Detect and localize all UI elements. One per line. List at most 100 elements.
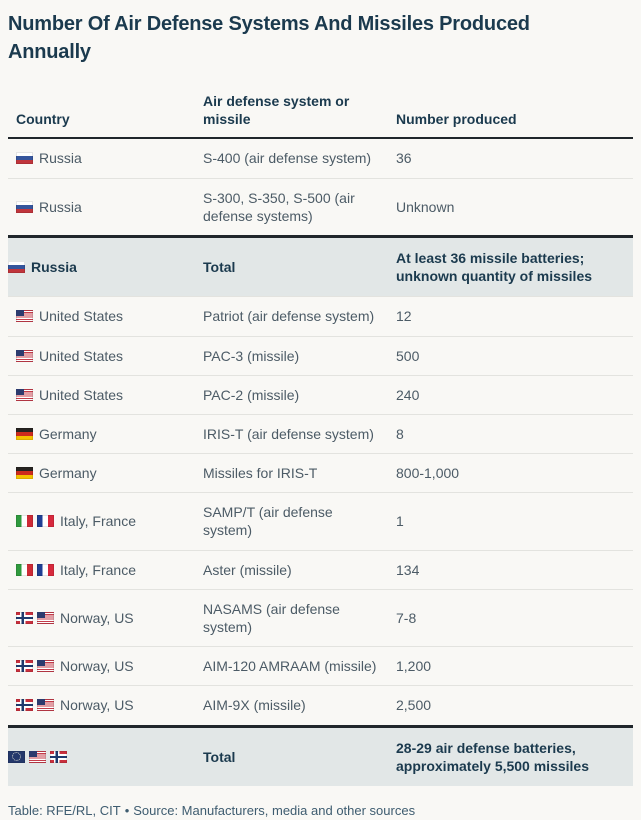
norway-flag-icon: [50, 750, 67, 763]
table-row: United States PAC-2 (missile) 240: [8, 374, 633, 414]
number-cell: At least 36 missile batteries; unknown q…: [396, 249, 593, 285]
norway-flag-icon: [16, 699, 33, 712]
number-cell: 36: [396, 150, 412, 167]
system-cell: PAC-2 (missile): [203, 386, 300, 403]
flag-group: [16, 612, 54, 624]
country-label: United States: [39, 386, 124, 403]
country-label: United States: [39, 347, 124, 364]
number-cell: 12: [396, 308, 412, 325]
table-row: United States PAC-3 (missile) 500: [8, 335, 633, 375]
country-label: Norway, US: [60, 697, 134, 714]
table-row: Germany Missiles for IRIS-T 800-1,000: [8, 453, 633, 492]
system-cell: AIM-120 AMRAAM (missile): [203, 658, 377, 675]
flag-group: [8, 750, 67, 763]
system-cell: Total: [203, 259, 236, 276]
country-cell: Italy, France: [8, 502, 203, 540]
country-cell: Norway, US: [8, 647, 203, 685]
us-flag-icon: [16, 310, 33, 323]
system-cell: AIM-9X (missile): [203, 697, 306, 714]
us-flag-icon: [37, 660, 54, 673]
russia-flag-icon: [16, 152, 33, 165]
table-row: Italy, France SAMP/T (air defense system…: [8, 492, 633, 549]
system-cell: SAMP/T (air defense system): [203, 504, 333, 539]
us-flag-icon: [37, 612, 54, 624]
system-cell: Total: [203, 748, 236, 765]
flag-group: [16, 699, 54, 712]
system-cell: NASAMS (air defense system): [203, 600, 340, 635]
us-flag-icon: [16, 349, 33, 362]
system-cell: Missiles for IRIS-T: [203, 465, 318, 482]
table-header-row: Country Air defense system or missile Nu…: [8, 92, 633, 140]
number-cell: 500: [396, 347, 420, 364]
number-cell: Unknown: [396, 198, 455, 215]
country-cell: United States: [8, 376, 203, 414]
table-row: Norway, US AIM-120 AMRAAM (missile) 1,20…: [8, 646, 633, 685]
country-label: Italy, France: [60, 561, 136, 578]
source-credit: Source: Manufacturers, media and other s…: [133, 802, 416, 818]
number-cell: 8: [396, 425, 404, 442]
flag-group: [16, 563, 54, 576]
page-title: Number Of Air Defense Systems And Missil…: [8, 13, 530, 63]
country-cell: [8, 740, 203, 774]
france-flag-icon: [37, 563, 54, 576]
flag-group: [8, 261, 25, 274]
country-cell: Italy, France: [8, 551, 203, 589]
number-cell: 28-29 air defense batteries, approximate…: [396, 739, 589, 774]
flag-group: [16, 200, 33, 213]
column-header-country: Country: [16, 111, 70, 128]
country-cell: United States: [8, 297, 203, 335]
total-row: Russia Total At least 36 missile batteri…: [8, 234, 633, 297]
number-cell: 240: [396, 386, 420, 403]
country-cell: United States: [8, 337, 203, 375]
number-cell: 7-8: [396, 609, 417, 626]
table-row: Russia S-300, S-350, S-500 (air defense …: [8, 177, 633, 235]
flag-group: [16, 515, 54, 528]
country-cell: Norway, US: [8, 599, 203, 637]
table-row: Norway, US AIM-9X (missile) 2,500: [8, 685, 633, 724]
number-cell: 2,500: [396, 697, 432, 714]
table-credit: Table: RFE/RL, CIT: [8, 802, 121, 818]
country-cell: Russia: [8, 188, 203, 226]
italy-flag-icon: [16, 515, 33, 528]
table-row: Germany IRIS-T (air defense system) 8: [8, 413, 633, 453]
system-cell: Patriot (air defense system): [203, 308, 375, 325]
system-cell: IRIS-T (air defense system): [203, 425, 374, 442]
country-label: United States: [39, 308, 124, 325]
country-cell: Germany: [8, 454, 203, 492]
us-flag-icon: [29, 750, 46, 763]
flag-group: [16, 349, 33, 362]
column-header-number: Number produced: [396, 111, 517, 128]
table-row: Norway, US NASAMS (air defense system) 7…: [8, 588, 633, 646]
country-label: Norway, US: [60, 609, 134, 626]
system-cell: S-300, S-350, S-500 (air defense systems…: [203, 189, 355, 224]
number-cell: 1,200: [396, 658, 432, 675]
country-label: Germany: [39, 425, 97, 442]
country-cell: Russia: [8, 247, 203, 287]
system-cell: S-400 (air defense system): [203, 150, 372, 167]
number-cell: 134: [396, 561, 420, 578]
data-table: Country Air defense system or missile Nu…: [8, 92, 633, 786]
germany-flag-icon: [16, 467, 33, 480]
footer-bullet: •: [124, 802, 130, 818]
country-label: Russia: [31, 259, 77, 276]
table-body: Russia S-400 (air defense system) 36 Rus…: [8, 139, 633, 786]
country-label: Russia: [39, 198, 82, 215]
italy-flag-icon: [16, 563, 33, 576]
flag-group: [16, 388, 33, 401]
table-row: Italy, France Aster (missile) 134: [8, 549, 633, 589]
source-footer: Table: RFE/RL, CIT • Source: Manufacturers…: [8, 802, 633, 820]
table-row: United States Patriot (air defense syste…: [8, 296, 633, 335]
russia-flag-icon: [16, 200, 33, 213]
russia-flag-icon: [8, 261, 25, 274]
country-cell: Russia: [8, 139, 203, 177]
flag-group: [16, 660, 54, 673]
number-cell: 800-1,000: [396, 465, 460, 482]
germany-flag-icon: [16, 427, 33, 440]
system-cell: Aster (missile): [203, 561, 292, 578]
total-row: Total 28-29 air defense batteries, appro…: [8, 724, 633, 786]
france-flag-icon: [37, 515, 54, 528]
number-cell: 1: [396, 513, 404, 530]
country-label: Germany: [39, 465, 97, 482]
flag-group: [16, 310, 33, 323]
